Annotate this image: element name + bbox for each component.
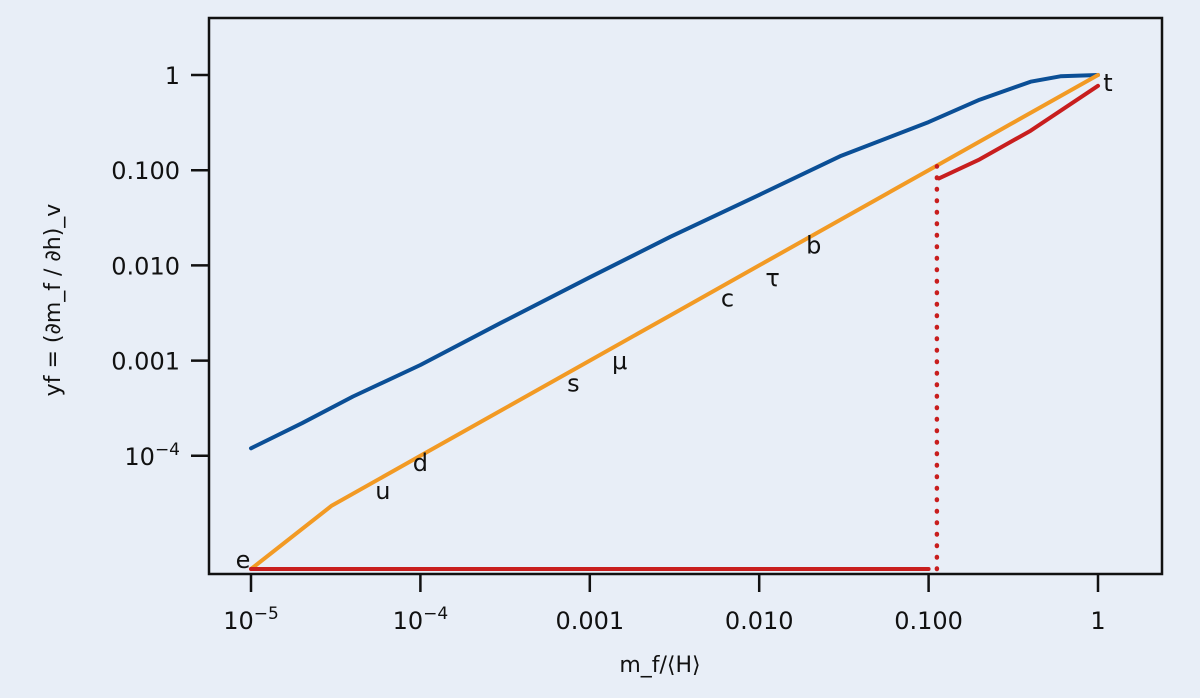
y-tick-label: 10−4 xyxy=(124,440,180,471)
series-line-2 xyxy=(249,73,1100,571)
series-line-1 xyxy=(249,73,1100,451)
point-label: d xyxy=(413,449,428,477)
y-axis-ticks: 10−4 0.001 0.010 0.100 1 xyxy=(111,62,209,471)
x-tick-label: 0.001 xyxy=(555,607,624,635)
y-tick-label: 0.100 xyxy=(111,157,180,185)
point-label: c xyxy=(721,284,734,312)
point-label: μ xyxy=(612,347,627,375)
y-tick-label: 0.001 xyxy=(111,348,180,376)
x-tick-label: 0.100 xyxy=(894,607,963,635)
point-label: s xyxy=(567,370,580,398)
x-tick-label: 10−4 xyxy=(393,604,449,635)
x-tick-label: 10−5 xyxy=(223,604,279,635)
series-line-4 xyxy=(936,83,1100,181)
y-tick-label: 1 xyxy=(165,62,180,90)
point-label: e xyxy=(236,546,251,574)
x-axis-title: m_f/⟨H⟩ xyxy=(619,653,700,678)
x-tick-label: 0.010 xyxy=(725,607,794,635)
point-labels: e ud s μ c τb t xyxy=(236,69,1113,574)
point-label: t xyxy=(1103,69,1112,97)
x-tick-label: 1 xyxy=(1090,607,1105,635)
y-tick-label: 0.010 xyxy=(111,252,180,280)
plot-frame xyxy=(207,16,1164,576)
point-label: b xyxy=(806,231,821,259)
x-axis-ticks: 10−5 10−4 0.001 0.010 0.100 1 xyxy=(223,574,1106,635)
point-label: τ xyxy=(765,264,779,292)
series-lines xyxy=(249,73,1100,572)
point-label: u xyxy=(375,477,390,505)
y-axis-title: yf = (∂m_f / ∂h)_v xyxy=(41,204,66,397)
